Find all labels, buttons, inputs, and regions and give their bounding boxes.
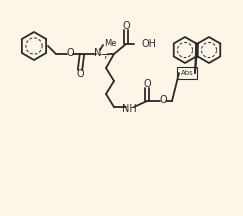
Text: Abs: Abs [181, 70, 193, 76]
Text: Me: Me [104, 38, 116, 48]
Text: ,: , [103, 50, 107, 60]
Text: O: O [66, 48, 74, 58]
Text: NH: NH [122, 104, 136, 114]
FancyBboxPatch shape [177, 67, 197, 79]
Text: O: O [143, 79, 151, 89]
Text: O: O [122, 21, 130, 31]
Text: O: O [159, 95, 167, 105]
Text: O: O [76, 69, 84, 79]
Text: N: N [94, 48, 102, 57]
Text: OH: OH [141, 39, 156, 49]
